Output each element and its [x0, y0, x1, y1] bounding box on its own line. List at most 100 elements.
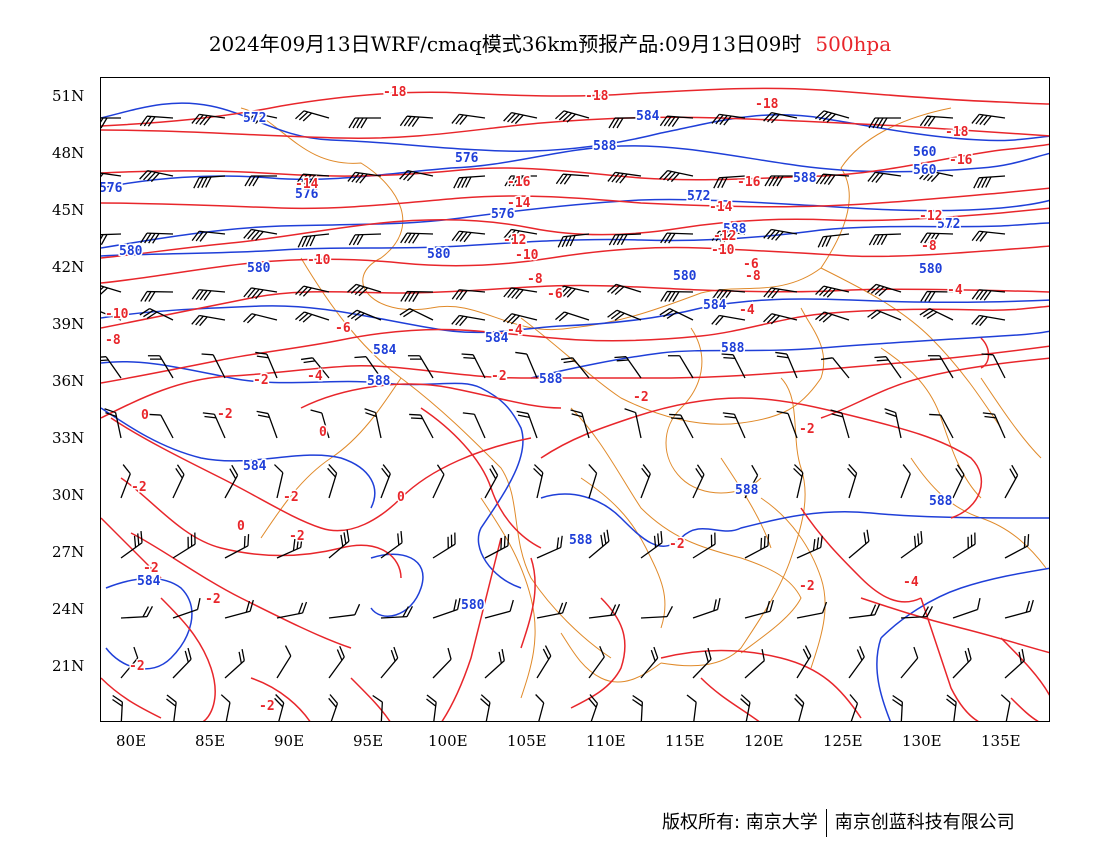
wind-barb: [120, 646, 139, 679]
height-label: 580: [427, 247, 451, 262]
wind-barb: [101, 171, 122, 183]
wind-barb: [295, 173, 330, 185]
temperature-label: -2: [205, 592, 221, 607]
temperature-label: -18: [585, 89, 609, 104]
temperature-label: -2: [129, 659, 145, 674]
wind-barb: [348, 233, 382, 246]
wind-barb: [776, 410, 798, 439]
wind-barb: [1000, 694, 1011, 721]
wind-barb: [139, 169, 174, 183]
wind-barb: [295, 110, 330, 122]
height-label: 588: [723, 222, 747, 237]
wind-barb: [820, 357, 850, 379]
wind-barb: [172, 464, 185, 499]
wind-barb: [867, 171, 902, 183]
wind-barb: [900, 464, 911, 499]
wind-barb: [484, 599, 514, 619]
height-label: 588: [721, 341, 745, 356]
height-label: 588: [793, 171, 817, 186]
wind-barb: [120, 606, 154, 619]
wind-barb: [120, 464, 131, 499]
height-label: 580: [461, 598, 485, 613]
wind-barb: [536, 535, 563, 559]
wind-barb: [243, 313, 278, 324]
wind-barb: [516, 410, 538, 439]
wind-barb: [830, 409, 850, 439]
wind-barb: [659, 169, 694, 183]
temperature-label: -2: [491, 369, 507, 384]
temperature-label: 0: [319, 425, 327, 440]
wind-barb: [533, 464, 544, 499]
height-label: 580: [673, 269, 697, 284]
height-label: 580: [919, 262, 943, 277]
wind-barb: [971, 230, 1006, 242]
footer-separator: [825, 809, 827, 837]
wind-barb: [607, 171, 642, 184]
temperature-label: -8: [105, 333, 121, 348]
wind-barb: [399, 308, 434, 321]
wind-barb: [191, 230, 226, 242]
wind-barb: [867, 283, 902, 297]
lon-label-125e: 125E: [823, 732, 863, 750]
temperature-label: -2: [143, 561, 159, 576]
wind-barb: [354, 356, 382, 379]
wind-barb: [400, 232, 434, 244]
wind-barb: [484, 534, 510, 559]
height-label: 572: [937, 217, 960, 232]
temperature-label: -8: [527, 272, 543, 287]
temperature-label: -12: [503, 233, 526, 248]
wind-barb: [919, 115, 954, 127]
height-label: 576: [455, 151, 479, 166]
wind-barb: [763, 111, 798, 124]
wind-barb: [686, 694, 697, 721]
height-label: 588: [593, 139, 617, 154]
wind-barb: [407, 355, 434, 379]
wind-barb: [101, 233, 122, 246]
wind-barb: [400, 290, 434, 302]
wind-barb: [484, 649, 505, 679]
wind-barb: [763, 313, 798, 325]
temperature-label: -18: [383, 85, 407, 100]
wind-barb: [147, 355, 174, 379]
wind-barb: [815, 173, 850, 185]
wind-barb: [640, 531, 663, 559]
wind-barb: [667, 355, 694, 379]
wind-barb: [744, 649, 765, 679]
wind-barb: [722, 412, 746, 439]
temperature-label: -2: [131, 480, 147, 495]
wind-barb: [380, 464, 391, 499]
temperature-label: -16: [949, 153, 973, 168]
temperature-label: -8: [745, 269, 761, 284]
height-label: 584: [636, 109, 660, 124]
lat-label-39n: 39N: [52, 315, 85, 333]
wind-barb: [952, 647, 972, 679]
wind-barb: [480, 694, 491, 721]
wind-barb: [202, 412, 226, 439]
wind-barb: [461, 353, 486, 379]
wind-barb: [900, 646, 919, 679]
wind-barb: [172, 532, 196, 559]
wind-barb: [310, 409, 330, 439]
wind-barb: [1004, 464, 1019, 499]
height-label: 572: [687, 189, 710, 204]
footer-left: 版权所有: 南京大学: [662, 812, 818, 833]
wind-barb: [166, 694, 177, 721]
temperature-label: -4: [947, 283, 963, 298]
wind-barb: [588, 603, 621, 619]
wind-barb: [328, 529, 350, 559]
footer-right: 南京创蓝科技有限公司: [834, 812, 1015, 833]
height-label: 584: [243, 459, 267, 474]
wind-barb: [380, 646, 399, 679]
lat-label-21n: 21N: [52, 657, 85, 675]
temperature-label: -6: [547, 287, 563, 302]
wind-barb: [243, 228, 278, 241]
height-label: 584: [485, 331, 509, 346]
wind-barb: [243, 287, 278, 300]
wind-barb: [775, 351, 798, 379]
wind-barb: [255, 351, 278, 379]
temperature-label: -12: [919, 209, 942, 224]
wind-barb: [867, 309, 902, 321]
wind-barb: [660, 290, 694, 302]
height-label: 584: [137, 574, 161, 589]
temperature-label: -14: [709, 200, 733, 215]
